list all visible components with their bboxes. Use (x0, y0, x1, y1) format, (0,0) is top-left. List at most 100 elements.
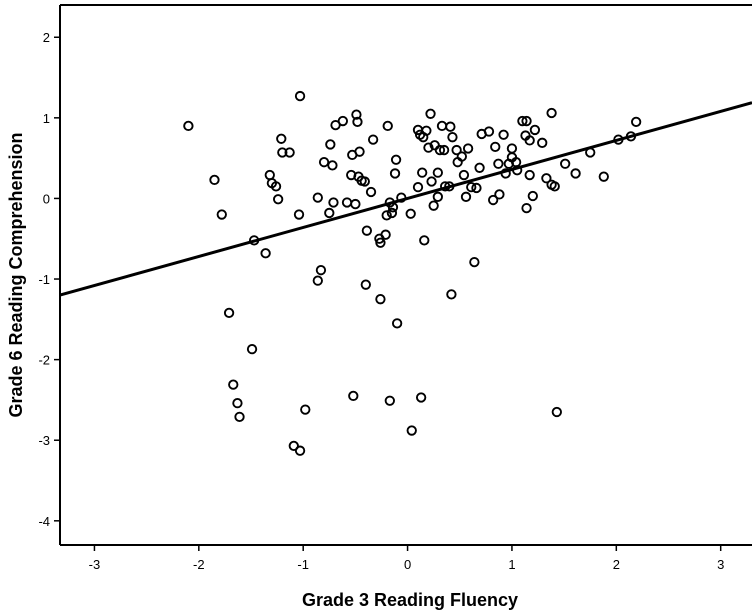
x-tick-label: 0 (404, 557, 411, 572)
data-point (474, 162, 485, 173)
data-point (384, 395, 395, 406)
data-point (456, 151, 467, 162)
y-tick-label: 2 (43, 30, 50, 45)
data-point (324, 207, 335, 219)
data-point (352, 116, 363, 128)
data-point (315, 265, 327, 276)
data-point (521, 115, 532, 127)
y-tick-label: -3 (38, 433, 50, 448)
y-tick-label: -2 (38, 353, 50, 368)
x-tick-label: 1 (508, 557, 515, 572)
data-point (367, 134, 379, 145)
data-point (327, 160, 338, 171)
data-point (288, 440, 299, 452)
y-tick-label: 1 (43, 111, 50, 126)
data-point (381, 210, 392, 221)
data-point (300, 404, 311, 415)
data-point (426, 176, 437, 187)
data-point (375, 237, 386, 248)
data-point (417, 167, 428, 178)
data-point (390, 154, 402, 165)
data-point (490, 141, 501, 153)
data-point (451, 144, 462, 156)
x-tick-label: -2 (193, 557, 205, 572)
data-point (432, 191, 443, 202)
data-point (438, 144, 450, 156)
data-point (471, 182, 482, 194)
data-point (325, 139, 336, 150)
data-point (537, 137, 548, 148)
data-point (183, 120, 194, 132)
data-point (551, 406, 562, 418)
data-point (284, 147, 295, 158)
data-point (348, 390, 359, 402)
data-point (260, 248, 271, 259)
data-point (524, 135, 535, 146)
data-point (529, 124, 541, 136)
data-point (391, 318, 403, 329)
data-point (354, 146, 365, 157)
data-point (460, 191, 472, 202)
data-point (546, 107, 557, 119)
data-point (234, 411, 245, 423)
x-tick-label: -3 (89, 557, 101, 572)
x-tick-label: 2 (613, 557, 620, 572)
tick-labels: -3 -2 -1 0 1 2 3 -4 -3 -2 -1 0 1 2 (38, 30, 724, 572)
data-point (360, 279, 371, 290)
data-point (223, 307, 235, 319)
y-tick-label: -1 (38, 272, 50, 287)
data-point (421, 125, 432, 136)
x-tick-label: -1 (297, 557, 309, 572)
data-point (209, 174, 220, 186)
data-layer (60, 90, 752, 456)
fit-line (60, 101, 752, 297)
axes (59, 4, 752, 546)
data-point (359, 176, 370, 187)
data-point (447, 132, 458, 143)
y-tick-label: 0 (43, 191, 50, 206)
data-point (425, 108, 436, 119)
data-point (232, 397, 243, 409)
data-point (524, 169, 535, 181)
data-point (277, 147, 288, 158)
y-axis-title: Grade 6 Reading Comprehension (6, 132, 26, 417)
data-point (428, 200, 439, 211)
data-point (386, 207, 398, 219)
data-point (276, 133, 287, 144)
data-point (337, 115, 349, 127)
x-axis-title: Grade 3 Reading Fluency (302, 590, 518, 610)
y-tick-label: -4 (38, 514, 50, 529)
data-point (423, 142, 434, 153)
data-point (264, 169, 275, 181)
data-point (405, 208, 416, 219)
data-point (446, 289, 457, 300)
data-point (293, 209, 305, 220)
data-point (506, 143, 518, 154)
data-point (382, 120, 393, 132)
data-point (350, 198, 361, 210)
data-point (415, 392, 427, 403)
tick-marks (54, 36, 722, 551)
data-point (445, 121, 456, 132)
data-point (521, 202, 532, 214)
data-point (270, 181, 282, 192)
data-point (312, 192, 323, 203)
data-point (494, 189, 505, 200)
data-point (419, 235, 430, 246)
data-point (458, 169, 470, 181)
data-point (517, 115, 528, 127)
data-point (216, 209, 227, 220)
data-point (246, 343, 258, 355)
data-point (527, 190, 538, 202)
data-point (328, 197, 339, 208)
data-point (483, 126, 495, 137)
data-point (318, 157, 330, 168)
data-point (294, 90, 306, 102)
x-tick-label: 3 (717, 557, 724, 572)
data-point (361, 225, 373, 236)
data-point (469, 256, 480, 268)
data-point (436, 120, 448, 132)
data-point (434, 144, 446, 156)
data-point (351, 109, 362, 120)
